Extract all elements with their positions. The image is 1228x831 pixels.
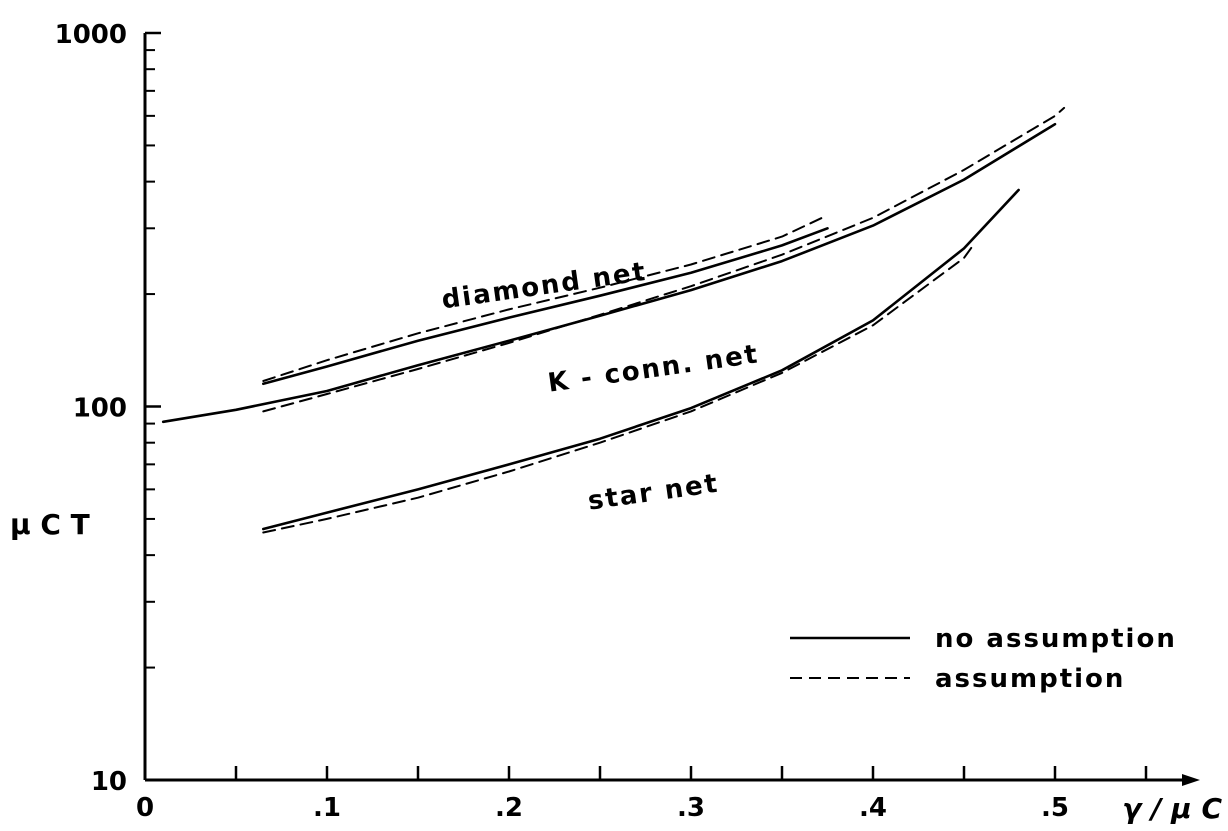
series-line-1 <box>262 214 829 382</box>
y-tick-label: 100 <box>73 394 127 424</box>
legend-label: no assumption <box>935 624 1177 654</box>
x-axis-title: γ / μ C <box>1122 792 1222 825</box>
curve-label: K - conn. net <box>546 339 761 398</box>
series-line-0 <box>261 227 829 386</box>
x-tick-label: .5 <box>1041 793 1069 823</box>
legend: no assumption assumption <box>790 624 1177 694</box>
y-tick-label: 10 <box>91 767 127 797</box>
x-axis-arrow-icon <box>1182 774 1200 786</box>
y-axis-title: μ C T <box>10 508 90 541</box>
y-tick-label: 1000 <box>55 20 127 50</box>
curve-label: diamond net <box>440 257 649 315</box>
x-tick-label: 0 <box>136 793 154 823</box>
series-line-4 <box>261 188 1020 531</box>
x-tick-label: .2 <box>495 793 523 823</box>
x-tick-label: .3 <box>677 793 705 823</box>
x-tick-label: .4 <box>859 793 887 823</box>
x-tick-label: .1 <box>313 793 341 823</box>
curve-label: star net <box>586 469 721 517</box>
series-layer <box>161 106 1066 534</box>
legend-label: assumption <box>935 664 1125 694</box>
axes: 0 .1 .2 .3 .4 .5 10 100 1000 γ / μ C μ C T <box>10 20 1222 825</box>
series-line-5 <box>262 244 975 534</box>
series-line-3 <box>262 106 1066 413</box>
